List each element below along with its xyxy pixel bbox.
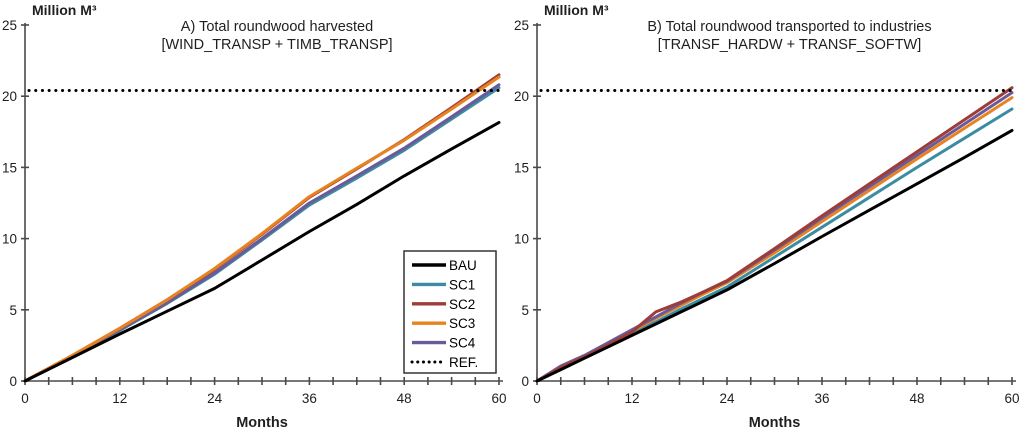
y-tick-label: 0: [9, 374, 17, 389]
legend-label-sc2: SC2: [449, 297, 475, 312]
legend-label-sc4: SC4: [449, 336, 476, 351]
x-tick-label: 60: [1004, 391, 1019, 406]
series-line-sc1: [535, 107, 1014, 383]
x-axis-label: Months: [236, 415, 288, 431]
legend-label-bau: BAU: [449, 258, 477, 273]
x-tick-label: 60: [491, 391, 506, 406]
y-tick-label: 25: [2, 18, 17, 33]
y-tick-label: 25: [514, 18, 529, 33]
legend-label-sc3: SC3: [449, 316, 475, 331]
x-tick-label: 36: [302, 391, 317, 406]
x-tick-label: 48: [397, 391, 412, 406]
chart-b-transported: B) Total roundwood transported to indust…: [514, 2, 1020, 431]
legend: BAU SC1 SC2 SC3 SC4 REF.: [403, 250, 497, 374]
x-tick-label: 48: [909, 391, 924, 406]
y-axis-label: Million M³: [32, 2, 97, 18]
chart-a-harvested: A) Total roundwood harvested [WIND_TRANSP…: [2, 2, 507, 431]
series-line-bau: [535, 128, 1014, 383]
x-tick-label: 36: [814, 391, 829, 406]
x-axis-label: Months: [749, 415, 801, 431]
x-tick-label: 12: [112, 391, 127, 406]
legend-label-sc1: SC1: [449, 277, 475, 292]
y-axis-label: Million M³: [544, 2, 609, 18]
chart-title-line: [WIND_TRANSP + TIMB_TRANSP]: [161, 37, 392, 53]
chart-title-line: B) Total roundwood transported to indust…: [647, 19, 931, 35]
series-line-sc3: [23, 75, 501, 383]
chart-title-line: A) Total roundwood harvested: [181, 19, 373, 35]
x-tick-label: 12: [624, 391, 639, 406]
y-tick-label: 15: [2, 160, 17, 175]
y-tick-label: 5: [9, 303, 17, 318]
x-tick-label: 24: [719, 391, 735, 406]
y-tick-label: 10: [2, 232, 17, 247]
y-tick-label: 5: [521, 303, 529, 318]
legend-label-ref: REF.: [449, 355, 478, 370]
chart-title-line: [TRANSF_HARDW + TRANSF_SOFTW]: [658, 37, 922, 53]
x-tick-label: 24: [207, 391, 223, 406]
legend-box: [403, 250, 497, 374]
x-tick-label: 0: [21, 391, 29, 406]
x-tick-label: 0: [533, 391, 541, 406]
chart-panel-b: B) Total roundwood transported to indust…: [512, 0, 1024, 434]
y-tick-label: 20: [2, 89, 17, 104]
series-line-sc2: [535, 86, 1014, 383]
y-tick-label: 0: [521, 374, 529, 389]
series-line-bau: [23, 121, 501, 383]
y-tick-label: 10: [514, 232, 529, 247]
y-tick-label: 15: [514, 160, 529, 175]
chart-panel-a: A) Total roundwood harvested [WIND_TRANSP…: [2, 2, 507, 431]
y-tick-label: 20: [514, 89, 529, 104]
